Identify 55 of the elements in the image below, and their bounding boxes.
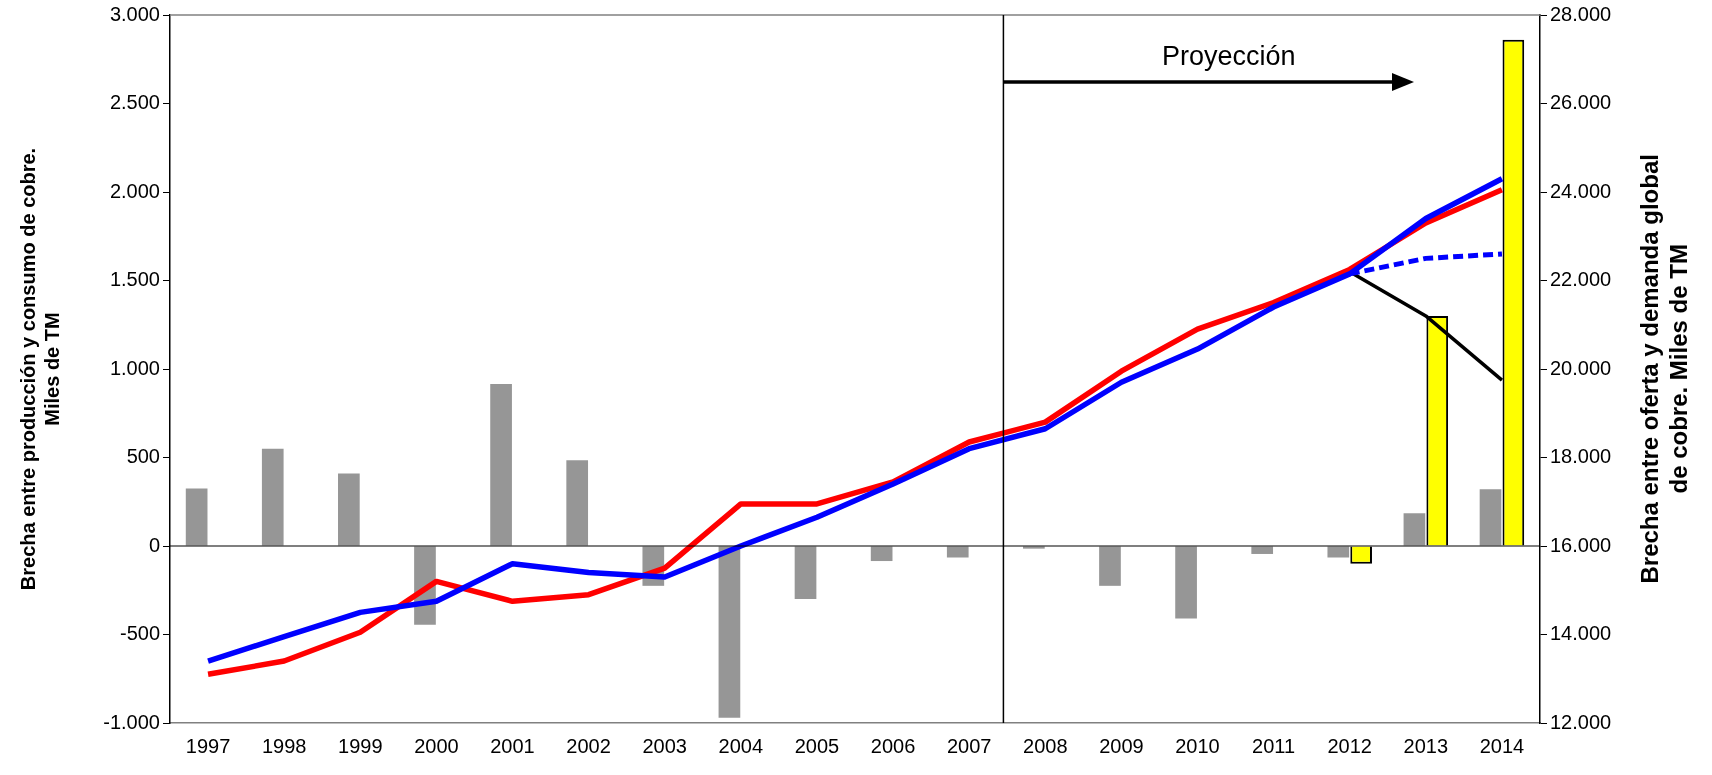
y-tick-label: -1.000 bbox=[103, 710, 160, 733]
y-tick-label: 2.000 bbox=[109, 179, 160, 202]
x-tick-label: 2012 bbox=[1327, 734, 1372, 757]
y2-tick-label: 14.000 bbox=[1550, 622, 1612, 645]
bar bbox=[1175, 546, 1197, 619]
x-tick-label: 2010 bbox=[1175, 734, 1220, 757]
x-tick-label: 2008 bbox=[1023, 734, 1068, 757]
bar bbox=[1099, 546, 1121, 586]
bar bbox=[490, 384, 512, 546]
x-tick-label: 1998 bbox=[261, 734, 307, 757]
x-tick-label: 1999 bbox=[338, 734, 383, 757]
y2-tick-label: 26.000 bbox=[1550, 91, 1612, 114]
bar bbox=[338, 473, 360, 546]
x-tick-label: 2007 bbox=[946, 734, 992, 757]
y-tick-label: 2.500 bbox=[109, 91, 160, 114]
y-tick-label: 0 bbox=[148, 533, 160, 556]
y-tick-label: 500 bbox=[126, 445, 160, 468]
bar bbox=[794, 546, 817, 600]
bar bbox=[718, 546, 741, 718]
x-tick-label: 2005 bbox=[794, 734, 840, 757]
y2-tick-label: 24.000 bbox=[1550, 179, 1612, 202]
y-tick-label: 1.500 bbox=[109, 268, 160, 291]
y2-axis-title: Brecha entre oferta y demanda global de cobre. Miles de TM bbox=[1636, 153, 1693, 586]
y2-tick-label: 28.000 bbox=[1550, 2, 1612, 25]
bar bbox=[566, 460, 589, 546]
annotation: Proyección bbox=[1161, 41, 1296, 73]
bar bbox=[261, 448, 284, 546]
bar bbox=[1403, 513, 1426, 546]
bar bbox=[1479, 489, 1502, 546]
bar bbox=[1251, 546, 1274, 554]
x-tick-label: 2013 bbox=[1403, 734, 1449, 757]
x-tick-label: 2004 bbox=[718, 734, 764, 757]
y2-tick-label: 16.000 bbox=[1550, 533, 1612, 556]
y-tick-label: -500 bbox=[119, 622, 160, 645]
bar bbox=[1327, 546, 1350, 558]
x-tick-label: 1997 bbox=[185, 734, 231, 757]
x-tick-label: 2000 bbox=[414, 734, 459, 757]
x-tick-label: 2014 bbox=[1479, 734, 1525, 757]
y2-tick-label: 18.000 bbox=[1550, 445, 1612, 468]
x-tick-label: 2001 bbox=[490, 734, 535, 757]
x-tick-label: 2009 bbox=[1099, 734, 1144, 757]
y2-tick-label: 12.000 bbox=[1550, 710, 1612, 733]
bar bbox=[870, 546, 893, 562]
y-axis-title: Brecha entre producción y consumo de cobre. Miles de TM bbox=[16, 146, 64, 593]
bar bbox=[1023, 546, 1045, 549]
y-tick-label: 3.000 bbox=[109, 2, 160, 25]
x-tick-label: 2006 bbox=[870, 734, 916, 757]
x-tick-label: 2002 bbox=[566, 734, 611, 757]
x-tick-label: 2011 bbox=[1252, 734, 1296, 757]
bar bbox=[946, 546, 969, 558]
y2-tick-label: 20.000 bbox=[1550, 356, 1612, 379]
y-tick-label: 1.000 bbox=[109, 356, 160, 379]
bar bbox=[185, 488, 208, 546]
x-tick-label: 2003 bbox=[642, 734, 687, 757]
y2-tick-label: 22.000 bbox=[1550, 268, 1612, 291]
